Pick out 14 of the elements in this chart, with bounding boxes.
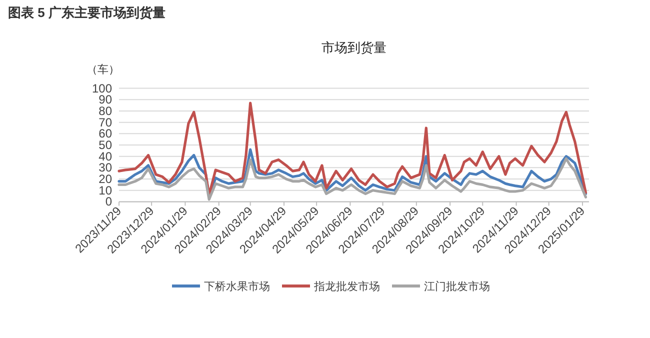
y-tick-label: 100 [92,81,112,96]
chart-subtitle: 市场到货量 [322,40,386,55]
chart-title: 图表 5 广东主要市场到货量 [8,5,166,20]
y-axis-title: （车） [86,63,120,76]
legend-label: 下桥水果市场 [204,280,270,293]
legend-label: 指龙批发市场 [313,280,380,293]
legend-label: 江门批发市场 [424,280,490,293]
y-tick-label: 60 [98,126,112,141]
y-tick-label: 40 [98,149,112,164]
y-tick-label: 50 [98,138,112,152]
y-tick-label: 70 [98,115,112,130]
y-tick-label: 30 [98,160,112,175]
line-series [118,102,588,196]
y-tick-label: 0 [105,194,112,209]
